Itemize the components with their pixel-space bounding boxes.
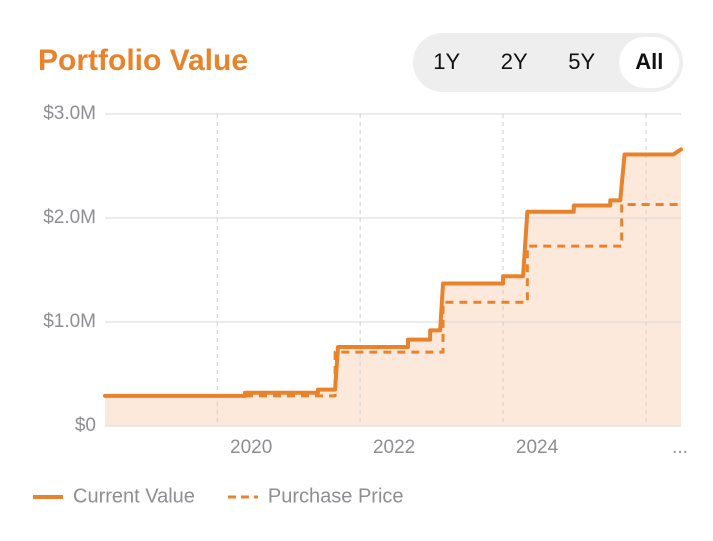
x-tick-label: 2020	[230, 437, 272, 458]
x-tick-label: 2022	[373, 437, 415, 458]
x-tick-label: 2024	[516, 437, 559, 458]
x-tick-label: ...	[672, 437, 688, 458]
chart-title: Portfolio Value	[38, 44, 248, 77]
range-button-label[interactable]: 5Y	[568, 49, 595, 74]
area-fill	[105, 149, 681, 427]
range-button-label[interactable]: All	[635, 49, 663, 74]
series-line	[105, 202, 681, 398]
series-line	[103, 147, 683, 398]
range-button-selected[interactable]	[619, 37, 680, 88]
range-button-label[interactable]: 2Y	[501, 49, 528, 74]
y-tick-label: $3.0M	[43, 103, 96, 124]
legend-label: Current Value	[73, 485, 195, 507]
range-selector	[413, 33, 683, 92]
y-tick-label: $0	[75, 415, 96, 436]
range-button-label[interactable]: 1Y	[433, 49, 460, 74]
y-tick-label: $2.0M	[43, 207, 96, 228]
legend-label: Purchase Price	[268, 485, 404, 507]
y-tick-label: $1.0M	[43, 311, 96, 332]
